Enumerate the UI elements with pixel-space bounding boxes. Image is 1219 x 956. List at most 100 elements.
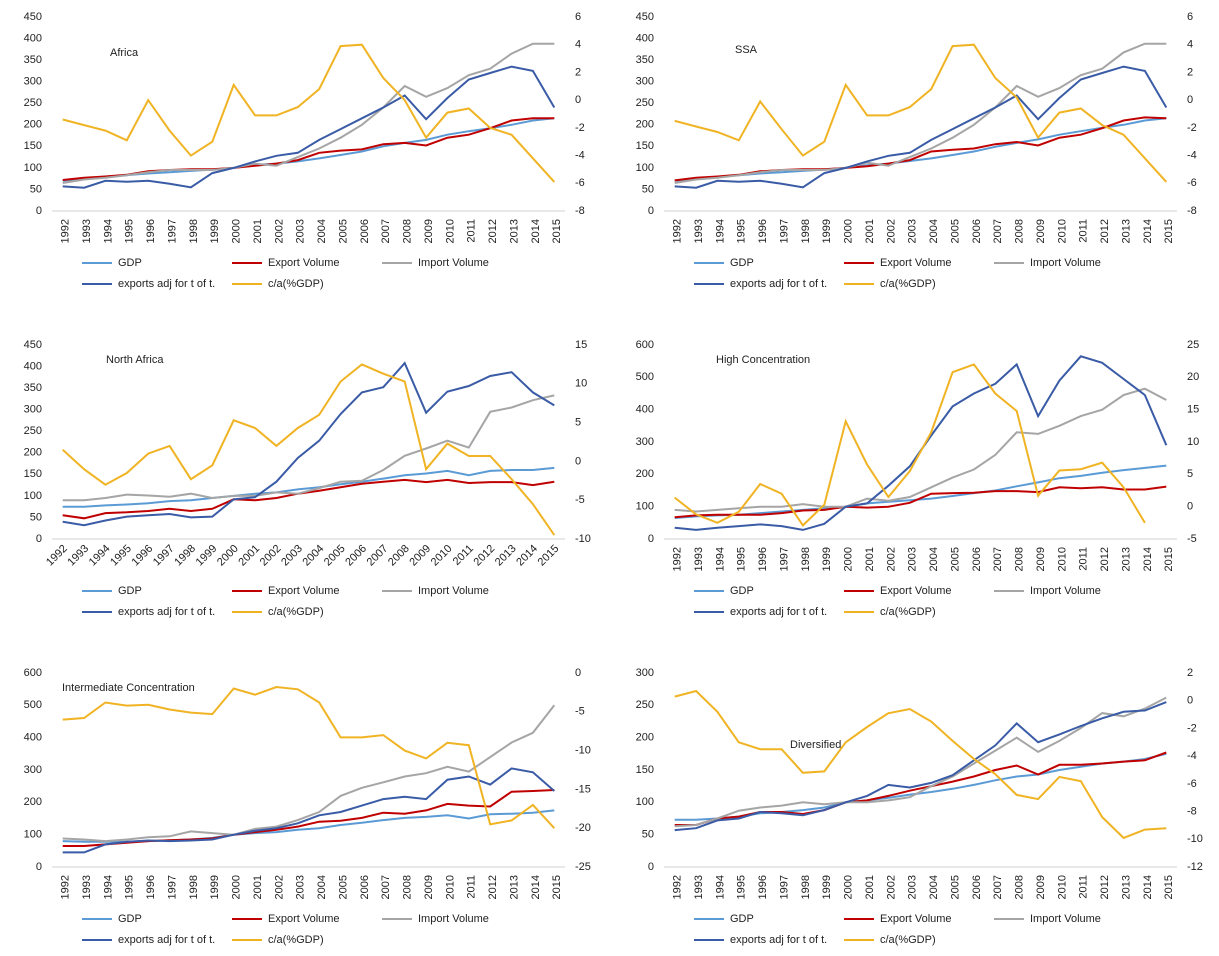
legend-label: exports adj for t of t. [730, 278, 827, 290]
y-tick-label: 300 [636, 667, 654, 679]
y2-tick-label: 6 [575, 11, 581, 23]
x-tick-label: 2011 [466, 875, 478, 899]
series-line [62, 361, 555, 527]
y-tick-label: 150 [24, 468, 42, 480]
legend-label: GDP [118, 257, 142, 269]
y2-tick-label: 20 [1187, 371, 1199, 383]
x-tick-label: 1998 [800, 547, 812, 571]
x-tick-label: 2006 [343, 543, 369, 569]
x-tick-label: 1993 [693, 547, 705, 571]
x-tick-label: 1993 [81, 219, 93, 243]
chart-panel: 0 50 100 150 200 250 300 350 400 450 -10 -5 0 5 10 15 19… [24, 339, 591, 618]
x-tick-label: 2010 [444, 875, 456, 899]
x-tick-label: 2010 [429, 543, 455, 569]
y-tick-label: 50 [642, 183, 654, 195]
y-tick-label: 50 [642, 829, 654, 841]
y-tick-label: 0 [648, 533, 654, 545]
x-tick-label: 2011 [466, 219, 478, 243]
series-line [62, 704, 556, 843]
y2-tick-label: 0 [1187, 94, 1193, 106]
x-tick-label: 2003 [907, 547, 919, 571]
x-tick-label: 2008 [386, 543, 412, 569]
x-tick-label: 1992 [672, 219, 684, 243]
x-tick-label: 1999 [821, 219, 833, 243]
y2-tick-label: -5 [575, 494, 585, 506]
x-tick-label: 1993 [65, 543, 91, 569]
x-tick-label: 1992 [672, 875, 684, 899]
x-tick-label: 1996 [757, 875, 769, 899]
legend-label: Import Volume [1030, 257, 1101, 269]
x-tick-label: 2007 [992, 219, 1004, 243]
chart-panel: 0 50 100 150 200 250 300 350 400 450 -8 -6 -4 -2 0 2 4 6 1… [636, 11, 1197, 290]
y-tick-label: 250 [24, 97, 42, 109]
legend-label: c/a(%GDP) [880, 606, 936, 618]
y-tick-label: 0 [36, 533, 42, 545]
y2-tick-label: 15 [575, 339, 587, 351]
x-tick-label: 1995 [736, 875, 748, 899]
y-tick-label: 450 [24, 11, 42, 23]
x-tick-label: 2003 [295, 219, 307, 243]
y2-tick-label: -15 [575, 783, 591, 795]
legend-label: exports adj for t of t. [118, 278, 215, 290]
y2-tick-label: 2 [1187, 667, 1193, 679]
x-tick-label: 2014 [530, 875, 542, 899]
x-tick-label: 2009 [423, 219, 435, 243]
chart-title: Intermediate Concentration [62, 682, 195, 694]
legend-label: GDP [118, 585, 142, 597]
y2-tick-label: 15 [1187, 404, 1199, 416]
x-tick-label: 2011 [1078, 875, 1090, 899]
x-tick-label: 2005 [949, 219, 961, 243]
y-tick-label: 450 [24, 339, 42, 351]
x-tick-label: 1995 [736, 219, 748, 243]
y2-tick-label: -2 [1187, 722, 1197, 734]
x-tick-label: 2002 [885, 875, 897, 899]
x-tick-label: 2009 [1035, 219, 1047, 243]
chart-title: North Africa [106, 354, 164, 366]
series-line [62, 363, 556, 536]
legend-label: Import Volume [1030, 913, 1101, 925]
x-tick-label: 2000 [843, 875, 855, 899]
y-tick-label: 150 [636, 140, 654, 152]
series-line [674, 363, 1146, 527]
y-tick-label: 200 [636, 732, 654, 744]
x-tick-label: 2007 [992, 875, 1004, 899]
series-line [62, 394, 555, 502]
x-tick-label: 2001 [864, 219, 876, 243]
x-tick-label: 1999 [194, 543, 220, 569]
y-tick-label: 400 [636, 404, 654, 416]
y-tick-label: 200 [636, 468, 654, 480]
series-line [674, 65, 1168, 189]
x-tick-label: 1995 [108, 543, 134, 569]
x-tick-label: 1997 [778, 219, 790, 243]
x-tick-label: 2008 [1014, 219, 1026, 243]
y2-tick-label: -12 [1187, 861, 1203, 873]
y-tick-label: 100 [24, 490, 42, 502]
legend-label: exports adj for t of t. [118, 934, 215, 946]
y-tick-label: 250 [636, 97, 654, 109]
chart-title: Diversified [790, 739, 841, 751]
series-line [674, 42, 1167, 184]
x-tick-label: 2009 [1035, 547, 1047, 571]
x-tick-label: 2010 [1056, 219, 1068, 243]
legend-label: c/a(%GDP) [268, 606, 324, 618]
y-tick-label: 350 [24, 54, 42, 66]
y-tick-label: 0 [36, 205, 42, 217]
y-tick-label: 50 [30, 511, 42, 523]
x-tick-label: 1993 [693, 219, 705, 243]
y-tick-label: 350 [636, 54, 654, 66]
y2-tick-label: -5 [1187, 533, 1197, 545]
x-tick-label: 2002 [258, 543, 284, 569]
x-tick-label: 1996 [145, 219, 157, 243]
y-tick-label: 400 [24, 360, 42, 372]
y-tick-label: 100 [636, 796, 654, 808]
x-tick-label: 2000 [843, 547, 855, 571]
y2-tick-label: 5 [1187, 468, 1193, 480]
x-tick-label: 2011 [451, 543, 476, 568]
y2-tick-label: -4 [1187, 149, 1197, 161]
series-line [674, 116, 1167, 182]
series-line [674, 43, 1168, 183]
y-tick-label: 300 [636, 436, 654, 448]
x-tick-label: 2007 [992, 547, 1004, 571]
y-tick-label: 600 [24, 667, 42, 679]
x-tick-label: 2004 [301, 543, 327, 569]
